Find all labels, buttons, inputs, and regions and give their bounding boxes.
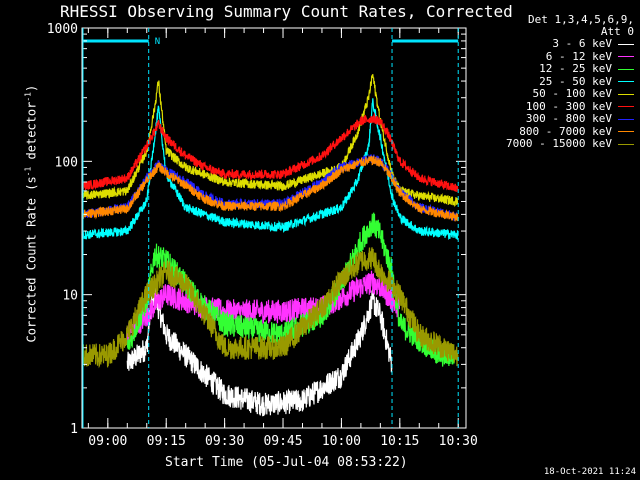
vertical-markers (82, 28, 459, 428)
y-axis-label-end: ) (24, 84, 39, 93)
series-lines (81, 73, 459, 417)
x-tick-label-2: 09:30 (205, 434, 244, 449)
legend-entry-4: 50 - 100 keV (484, 88, 634, 101)
legend-label-0: 3 - 6 keV (552, 37, 612, 51)
series-line-5 (81, 112, 459, 193)
plot-frame (81, 27, 467, 429)
y-axis-label-sup-2: -1 (23, 92, 33, 102)
flag-label: N (155, 37, 160, 47)
legend-entry-7: 800 - 7000 keV (484, 124, 634, 139)
x-tick-label-6: 10:30 (439, 434, 478, 449)
x-tick-label-0: 09:00 (88, 434, 127, 449)
x-tick-label-3: 09:45 (263, 434, 302, 449)
y-axis-label: Corrected Count Rate (s-1 detector-1) (23, 85, 39, 343)
series-line-3 (81, 98, 459, 241)
chart-title: RHESSI Observing Summary Count Rates, Co… (60, 2, 513, 21)
legend-label-7: 800 - 7000 keV (519, 124, 612, 138)
x-tick-label-4: 10:00 (322, 434, 361, 449)
legend-entries: 3 - 6 keV 6 - 12 keV 12 - 25 keV 25 - 50 ke… (484, 38, 634, 151)
series-line-8 (81, 247, 459, 369)
legend-swatch-0 (618, 43, 634, 45)
y-tick-label-2: 100 (55, 155, 78, 170)
legend: Det 1,3,4,5,6,9, Att 0 3 - 6 keV 6 - 12 k… (484, 14, 634, 151)
legend-entry-1: 6 - 12 keV (484, 49, 634, 64)
x-tick-label-1: 09:15 (147, 434, 186, 449)
series-line-7 (81, 155, 459, 222)
detector-info-line-1: Det 1,3,4,5,6,9, (528, 13, 634, 26)
legend-entry-2: 12 - 25 keV (484, 63, 634, 76)
legend-label-8: 7000 - 15000 keV (506, 137, 612, 151)
legend-label-2: 12 - 25 keV (539, 62, 612, 76)
legend-entry-5: 100 - 300 keV (484, 99, 634, 114)
series-line-4 (81, 73, 459, 208)
legend-entry-0: 3 - 6 keV (484, 38, 634, 51)
legend-label-5: 100 - 300 keV (525, 99, 612, 113)
legend-swatch-2 (618, 68, 634, 70)
series-line-0 (126, 286, 393, 417)
y-axis-label-sup-1: -1 (23, 166, 33, 177)
series-line-1 (126, 270, 401, 346)
y-axis-label-main: Corrected Count Rate (s (24, 176, 39, 343)
y-tick-label-0: 1 (70, 422, 78, 437)
flag-bars: N (82, 37, 459, 47)
legend-label-1: 6 - 12 keV (545, 49, 612, 63)
detector-info-line-2: Att 0 (600, 25, 634, 38)
legend-entry-8: 7000 - 15000 keV (484, 138, 634, 151)
y-tick-label-1: 10 (62, 289, 78, 304)
legend-swatch-4 (618, 93, 634, 95)
y-axis-label-mid: detector (24, 101, 39, 167)
legend-label-4: 50 - 100 keV (532, 87, 612, 101)
legend-swatch-8 (618, 143, 634, 145)
legend-entry-6: 300 - 800 keV (484, 113, 634, 126)
legend-swatch-6 (618, 118, 634, 120)
x-tick-label-5: 10:15 (380, 434, 419, 449)
y-tick-label-3: 1000 (47, 22, 78, 37)
legend-swatch-5 (618, 106, 634, 108)
legend-swatch-3 (618, 81, 634, 83)
legend-entry-3: 25 - 50 keV (484, 74, 634, 89)
legend-label-3: 25 - 50 keV (539, 74, 612, 88)
timestamp: 18-Oct-2021 11:24 (543, 467, 636, 477)
axes: 1 10 100 1000 09:00 09:15 09:30 09:45 10:00 10:15… (47, 22, 478, 449)
legend-swatch-7 (618, 131, 634, 133)
legend-swatch-1 (618, 56, 634, 58)
legend-label-6: 300 - 800 keV (525, 112, 612, 126)
x-axis-label: Start Time (05-Jul-04 08:53:22) (165, 455, 408, 470)
